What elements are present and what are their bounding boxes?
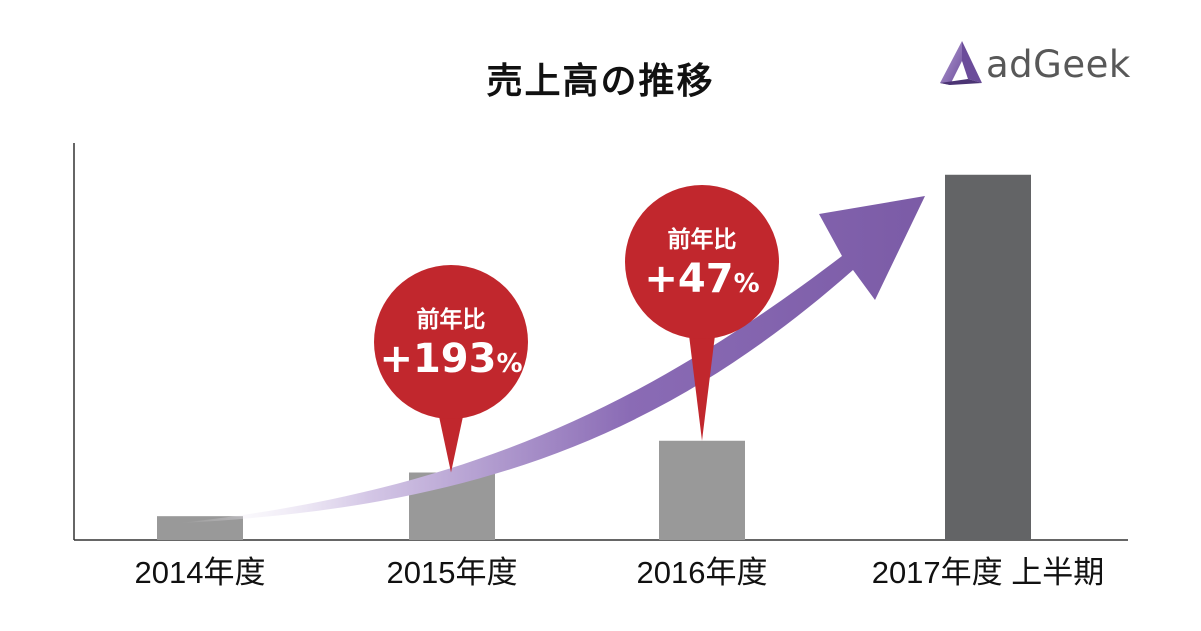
bubble-value-number: 47 (678, 256, 734, 302)
x-tick-label: 2016年度 (637, 555, 768, 590)
bar-3 (945, 174, 1031, 540)
x-tick-labels: 2014年度 2015年度 2016年度 2017年度 上半期 (135, 555, 1105, 590)
bar-2 (659, 440, 745, 540)
adgeek-logo-icon (940, 41, 982, 85)
bubble-pointer (437, 407, 465, 473)
bubble-pointer (688, 327, 716, 441)
yoy-bubble: 前年比+193% (374, 265, 528, 473)
bubble-value-unit: % (496, 349, 522, 379)
bubble-value-sign: + (379, 336, 413, 382)
bubble-circle (374, 265, 528, 419)
annotation-bubbles: 前年比+193%前年比+47% (374, 185, 779, 473)
x-tick-label: 2015年度 (387, 555, 518, 590)
brand-logo: adGeek (938, 36, 1131, 92)
bubble-circle (625, 185, 779, 339)
bubble-label: 前年比 (417, 306, 486, 333)
x-tick-label: 2014年度 (135, 555, 266, 590)
bubble-value-number: 193 (413, 336, 497, 382)
bubble-label: 前年比 (668, 226, 737, 253)
trend-arrow (180, 196, 925, 523)
bubble-value-sign: + (644, 256, 678, 302)
bubble-value: +193% (379, 336, 522, 382)
chart-title: 売上高の推移 (486, 61, 715, 102)
bubble-value-unit: % (734, 269, 760, 299)
x-tick-label: 2017年度 上半期 (872, 555, 1105, 590)
yoy-bubble: 前年比 +47% (625, 185, 779, 441)
logo-text: adGeek (986, 42, 1131, 86)
bar-0 (157, 516, 243, 540)
bubble-value: +47% (644, 256, 759, 302)
